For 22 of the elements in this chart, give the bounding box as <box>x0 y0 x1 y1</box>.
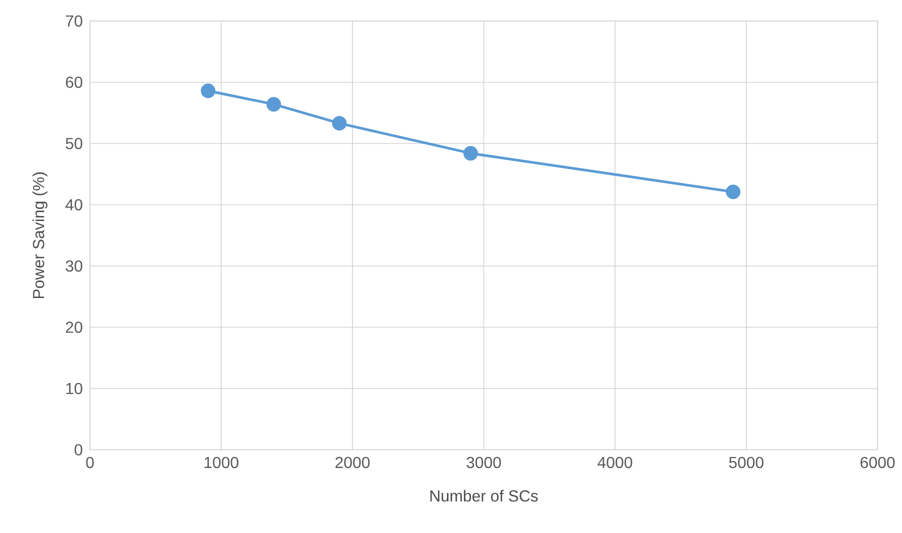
x-tick-label: 0 <box>86 456 94 468</box>
point <box>266 97 282 112</box>
point <box>726 184 740 200</box>
y-tick-label: 0 <box>74 444 82 456</box>
x-tick-label: 1000 <box>204 456 238 468</box>
x-tick-label: 5000 <box>729 456 764 468</box>
y-tick-label: 30 <box>66 260 82 272</box>
y-tick-label: 20 <box>66 322 82 334</box>
point <box>332 116 347 131</box>
x-axis-title: Number of SCs <box>430 490 538 502</box>
y-tick-label: 40 <box>65 199 82 211</box>
point <box>200 84 216 98</box>
x-tick-label: 6000 <box>860 456 895 468</box>
y-tick-label: 70 <box>66 15 82 27</box>
x-tick-label: 4000 <box>598 456 632 468</box>
point <box>463 146 478 161</box>
x-tick-label: 3000 <box>466 456 501 468</box>
y-tick-label: 50 <box>66 138 82 150</box>
y-tick-label: 60 <box>66 76 82 88</box>
y-tick-label: 10 <box>66 382 82 394</box>
x-tick-label: 2000 <box>336 456 370 468</box>
y-axis-title: Power Saving (%) <box>32 172 48 298</box>
